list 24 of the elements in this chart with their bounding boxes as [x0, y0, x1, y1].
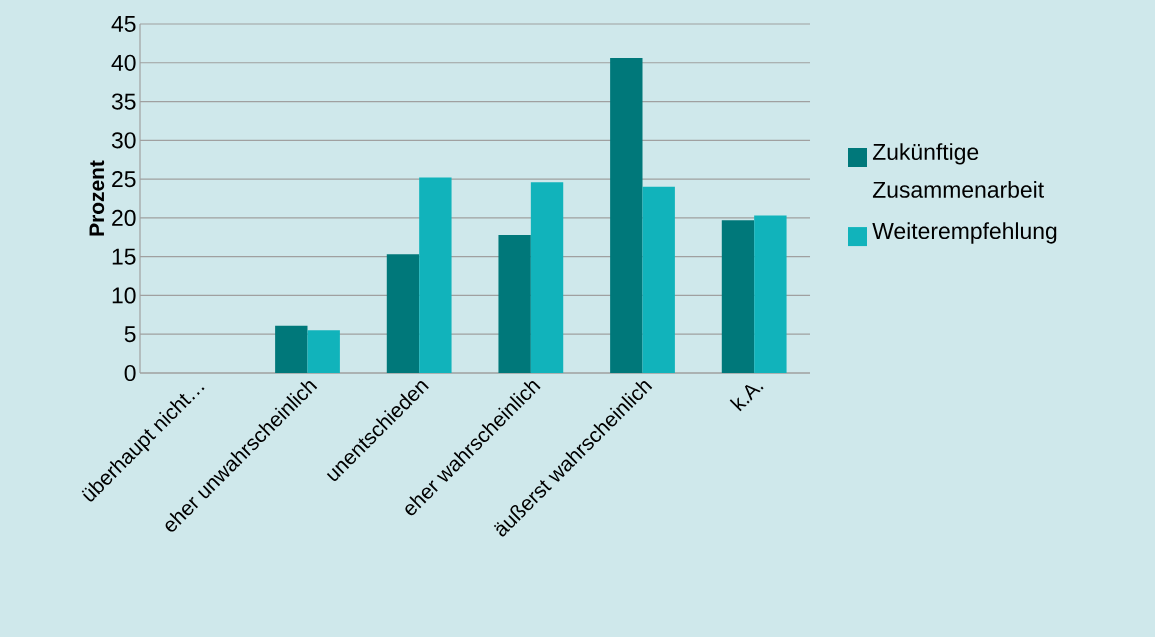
y-axis-title: Prozent: [89, 160, 105, 236]
y-tick-label: 25: [112, 171, 136, 188]
y-tick-label: 20: [112, 209, 136, 226]
x-tick-label: k.A.: [729, 384, 764, 412]
y-tick-label: 15: [112, 248, 136, 265]
y-tick-label: 35: [111, 93, 136, 110]
y-tick-label: 30: [111, 132, 136, 149]
legend-label: Weiterempfehlung: [872, 222, 1057, 244]
y-tick-label: 40: [111, 54, 136, 71]
bar: [721, 220, 755, 373]
y-tick-label: 45: [111, 16, 136, 32]
bar: [419, 177, 452, 373]
bar: [642, 186, 675, 373]
bar: [610, 58, 643, 373]
bar: [498, 234, 531, 373]
bar: [386, 254, 420, 373]
bar: [307, 330, 340, 373]
legend-label: Zukünftige Zusammenarbeit: [872, 143, 1044, 198]
bar: [754, 215, 787, 373]
bar: [530, 182, 564, 373]
y-tick-label: 10: [112, 287, 136, 304]
y-tick-label: 0: [124, 364, 136, 382]
bar: [275, 325, 308, 373]
y-tick-label: 5: [124, 326, 136, 343]
